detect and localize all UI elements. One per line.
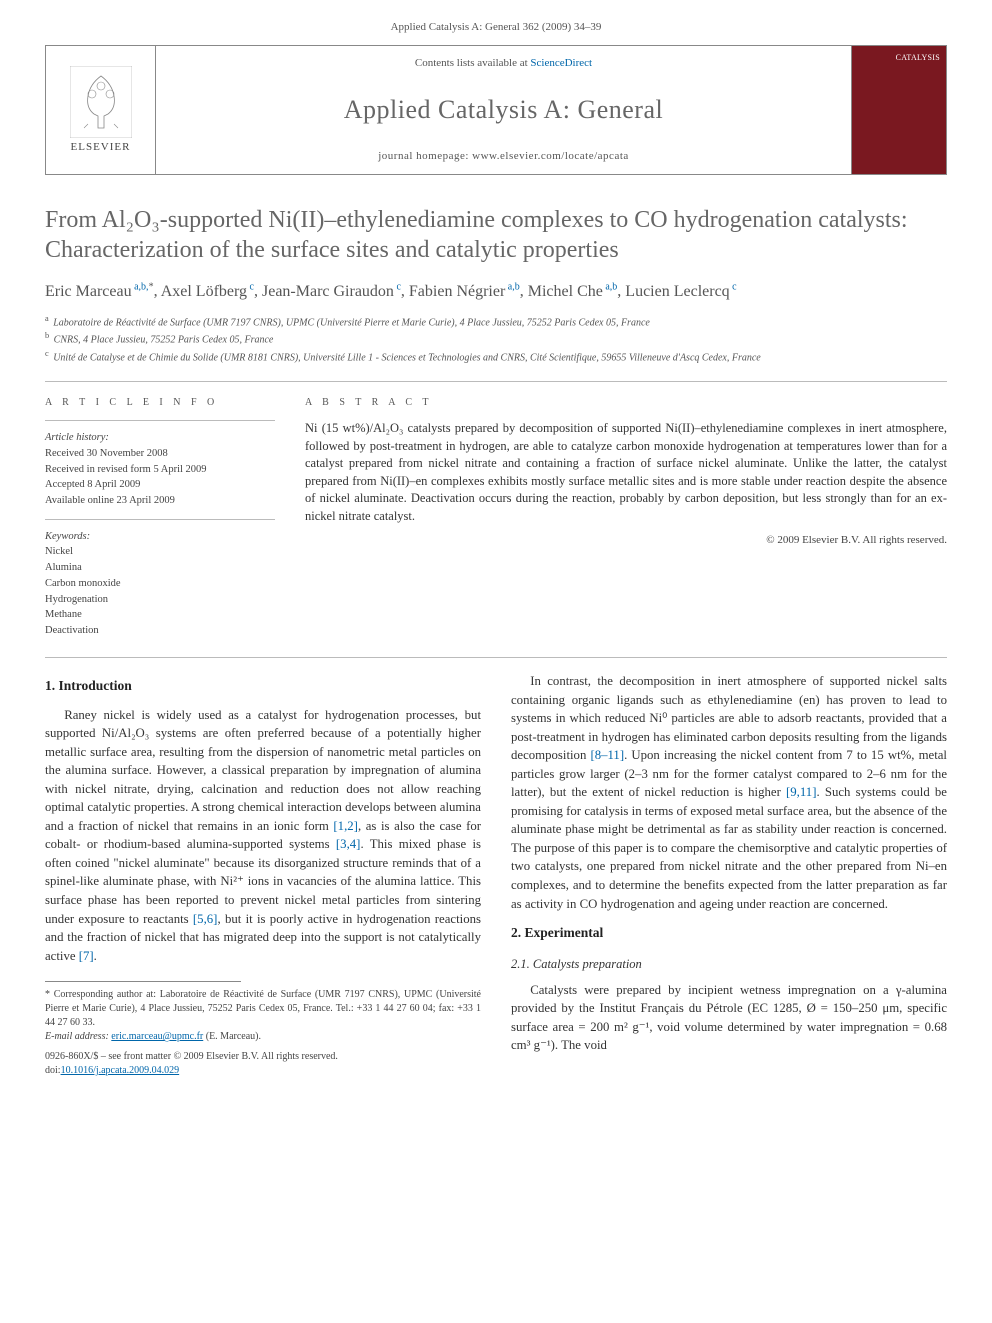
author: Fabien Négrier a,b (409, 283, 520, 300)
email-label: E-mail address: (45, 1031, 111, 1042)
citation-link[interactable]: [3,4] (336, 837, 361, 851)
corresponding-author-footnote: * Corresponding author at: Laboratoire d… (45, 988, 481, 1044)
author-affiliation-sup: a,b (505, 281, 519, 292)
contents-list-line: Contents lists available at ScienceDirec… (156, 56, 851, 71)
abstract-column: A B S T R A C T Ni (15 wt%)/Al₂O₃ cataly… (305, 396, 947, 639)
affiliation-list: a Laboratoire de Réactivité de Surface (… (45, 313, 947, 365)
footnote-separator (45, 981, 241, 982)
keyword: Deactivation (45, 623, 275, 639)
doi-link[interactable]: 10.1016/j.apcata.2009.04.029 (61, 1065, 180, 1076)
author-affiliation-sup: c (730, 281, 737, 292)
article-info-column: A R T I C L E I N F O Article history: R… (45, 396, 275, 639)
doi-prefix: doi: (45, 1065, 61, 1076)
keyword: Methane (45, 607, 275, 623)
email-suffix: (E. Marceau). (203, 1031, 261, 1042)
sciencedirect-link[interactable]: ScienceDirect (530, 57, 592, 69)
journal-name: Applied Catalysis A: General (156, 92, 851, 128)
journal-cover-thumbnail: CATALYSIS (851, 46, 946, 174)
intro-paragraph-1: Raney nickel is widely used as a catalys… (45, 706, 481, 966)
text-span: . Such systems could be promising for ca… (511, 785, 947, 910)
history-list: Received 30 November 2008Received in rev… (45, 446, 275, 509)
author: Axel Löfberg c (161, 283, 254, 300)
author: Jean-Marc Giraudon c (262, 283, 401, 300)
affiliation: c Unité de Catalyse et de Chimie du Soli… (45, 348, 947, 365)
author: Michel Che a,b (528, 283, 618, 300)
keyword: Hydrogenation (45, 592, 275, 608)
article-info-label: A R T I C L E I N F O (45, 396, 275, 410)
citation-link[interactable]: [1,2] (333, 819, 358, 833)
author: Eric Marceau a,b,* (45, 283, 154, 300)
affiliation: b CNRS, 4 Place Jussieu, 75252 Paris Ced… (45, 330, 947, 347)
abstract-text: Ni (15 wt%)/Al₂O₃ catalysts prepared by … (305, 420, 947, 525)
section-2-heading: 2. Experimental (511, 923, 947, 943)
keywords-list: NickelAluminaCarbon monoxideHydrogenatio… (45, 544, 275, 639)
author-affiliation-sup: a,b, (132, 281, 149, 292)
publisher-logo: ELSEVIER (46, 46, 156, 174)
email-link[interactable]: eric.marceau@upmc.fr (111, 1031, 203, 1042)
keyword: Nickel (45, 544, 275, 560)
author-affiliation-sup: c (247, 281, 254, 292)
text-span: Raney nickel is widely used as a catalys… (45, 708, 481, 833)
history-label: Article history: (45, 431, 275, 446)
journal-header: ELSEVIER Contents lists available at Sci… (45, 45, 947, 175)
header-center: Contents lists available at ScienceDirec… (156, 46, 851, 174)
experimental-paragraph-1: Catalysts were prepared by incipient wet… (511, 981, 947, 1055)
journal-homepage: journal homepage: www.elsevier.com/locat… (156, 149, 851, 164)
homepage-prefix: journal homepage: (378, 150, 472, 162)
divider (45, 420, 275, 421)
divider (45, 657, 947, 658)
keywords-label: Keywords: (45, 530, 275, 545)
history-item: Received 30 November 2008 (45, 446, 275, 462)
section-2-1-heading: 2.1. Catalysts preparation (511, 955, 947, 973)
citation-link[interactable]: [7] (79, 949, 94, 963)
history-item: Accepted 8 April 2009 (45, 477, 275, 493)
author-list: Eric Marceau a,b,*, Axel Löfberg c, Jean… (45, 280, 947, 303)
corresponding-star: * (149, 281, 154, 292)
document-footer: 0926-860X/$ – see front matter © 2009 El… (45, 1050, 481, 1078)
meta-abstract-row: A R T I C L E I N F O Article history: R… (45, 396, 947, 639)
author-affiliation-sup: a,b (603, 281, 617, 292)
keyword: Carbon monoxide (45, 576, 275, 592)
issn-line: 0926-860X/$ – see front matter © 2009 El… (45, 1050, 481, 1064)
homepage-url: www.elsevier.com/locate/apcata (472, 150, 629, 162)
citation-link[interactable]: [9,11] (786, 785, 816, 799)
history-item: Available online 23 April 2009 (45, 493, 275, 509)
author-affiliation-sup: c (394, 281, 401, 292)
contents-prefix: Contents lists available at (415, 57, 530, 69)
author: Lucien Leclercq c (625, 283, 736, 300)
journal-reference: Applied Catalysis A: General 362 (2009) … (45, 20, 947, 35)
citation-link[interactable]: [8–11] (590, 748, 624, 762)
abstract-copyright: © 2009 Elsevier B.V. All rights reserved… (305, 533, 947, 548)
abstract-label: A B S T R A C T (305, 396, 947, 410)
keyword: Alumina (45, 560, 275, 576)
divider (45, 519, 275, 520)
history-item: Received in revised form 5 April 2009 (45, 462, 275, 478)
cover-label: CATALYSIS (896, 52, 940, 63)
intro-paragraph-2: In contrast, the decomposition in inert … (511, 672, 947, 913)
footnote-text: * Corresponding author at: Laboratoire d… (45, 988, 481, 1030)
divider (45, 381, 947, 382)
article-title: From Al₂O₃-supported Ni(II)–ethylenediam… (45, 205, 947, 265)
affiliation: a Laboratoire de Réactivité de Surface (… (45, 313, 947, 330)
section-1-heading: 1. Introduction (45, 676, 481, 696)
publisher-name: ELSEVIER (71, 140, 131, 155)
text-span: . (94, 949, 97, 963)
citation-link[interactable]: [5,6] (193, 912, 218, 926)
elsevier-tree-icon (70, 66, 132, 138)
body-two-column: 1. Introduction Raney nickel is widely u… (45, 672, 947, 1078)
